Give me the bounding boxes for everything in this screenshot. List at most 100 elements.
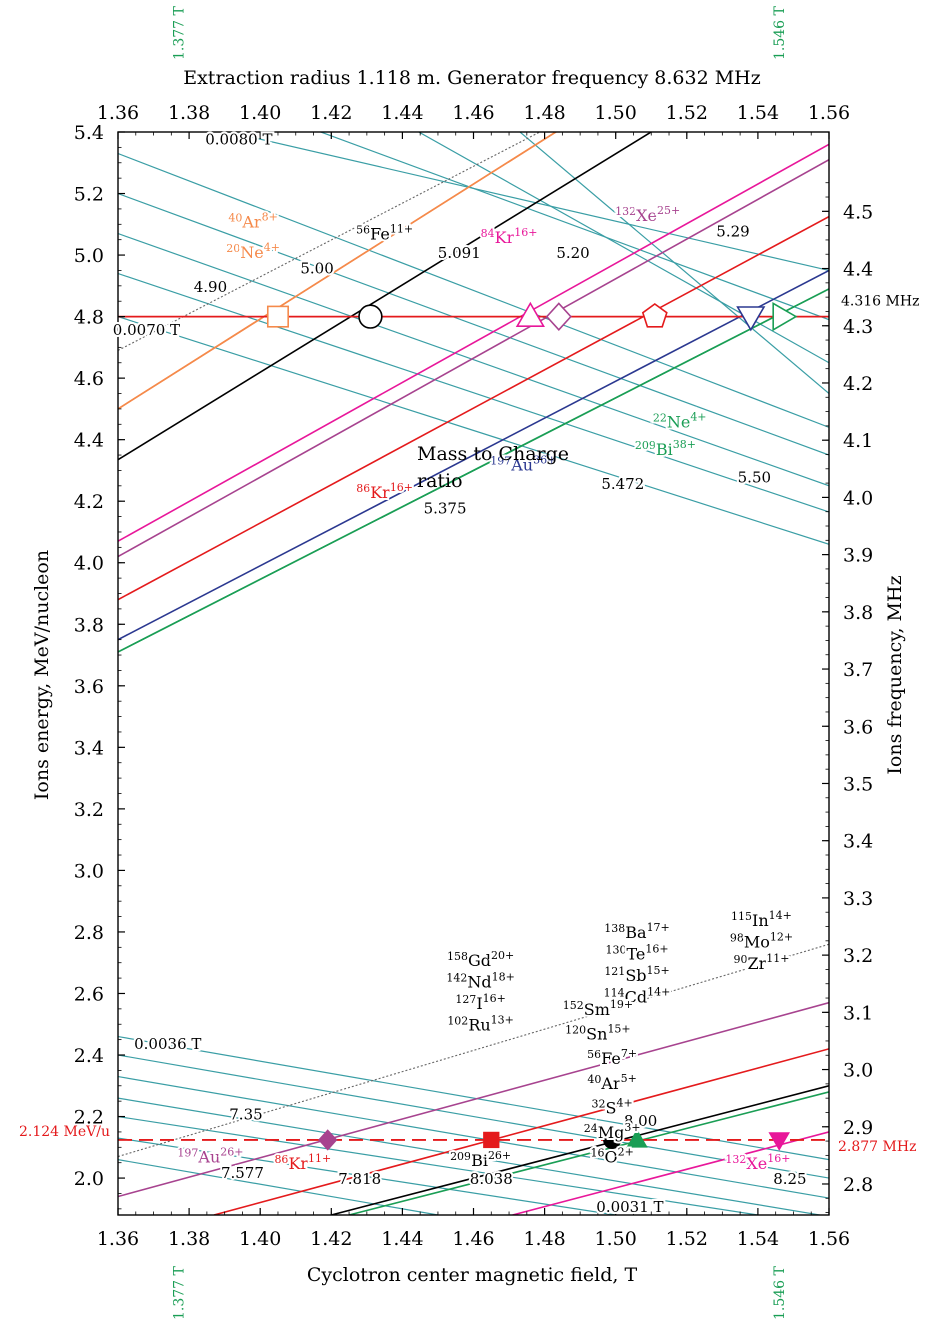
y-tick-label: 3.8 <box>74 614 104 636</box>
marker-triangle-down <box>768 1132 790 1151</box>
ion-label: 40Ar5+ <box>587 1072 636 1093</box>
x-tick-label: 1.48 <box>523 1228 565 1250</box>
marker-diamond <box>318 1129 338 1151</box>
x-tick-label: 1.46 <box>452 1228 494 1250</box>
vertical-marker-label-bottom: 1.546 T <box>772 1265 788 1320</box>
annotation-label: 5.472 <box>601 475 644 493</box>
x-top-tick-label: 1.50 <box>595 102 637 124</box>
ion-label: 209Bi38+ <box>635 438 696 459</box>
marker-pentagon <box>641 303 668 328</box>
marker-triangle-up <box>515 301 545 328</box>
ion-label: 20Ne4+ <box>226 241 280 262</box>
y2-tick-label: 3.3 <box>843 888 873 910</box>
x-tick-label: 1.42 <box>310 1228 352 1250</box>
y-tick-label: 4.4 <box>74 430 104 452</box>
y-tick-label: 3.2 <box>74 799 104 821</box>
annotation-label: 7.35 <box>229 1106 262 1124</box>
y2-tick-label: 3.1 <box>843 1002 873 1024</box>
marker-triangle-down <box>736 306 766 332</box>
ion-label: 132Xe25+ <box>615 204 680 225</box>
annotation-label: 5.00 <box>300 260 333 278</box>
series-line <box>118 1001 829 1198</box>
series-line <box>512 1131 829 1215</box>
annotation-label: 0.0031 T <box>596 1198 663 1216</box>
x-top-tick-label: 1.56 <box>808 102 850 124</box>
y2-tick-label: 3.5 <box>843 773 873 795</box>
marker-circle <box>603 1130 622 1149</box>
y2-tick-label: 4.0 <box>843 487 873 509</box>
ion-label: 114Cd14+ <box>604 986 671 1007</box>
x-tick-label: 1.52 <box>666 1228 708 1250</box>
y-tick-label: 5.0 <box>74 245 104 267</box>
x-top-tick-label: 1.52 <box>666 102 708 124</box>
ion-label: 24Mg3+ <box>584 1121 641 1142</box>
y-tick-label: 2.4 <box>74 1045 104 1067</box>
chart-title: Extraction radius 1.118 m. Generator fre… <box>183 67 761 89</box>
upper-iso-line <box>519 132 829 394</box>
series-line <box>118 132 653 461</box>
annotation-label: 7.818 <box>338 1170 381 1188</box>
y-tick-label: 5.2 <box>74 184 104 206</box>
x-top-tick-label: 1.44 <box>381 102 423 124</box>
ion-label: 86Kr16+ <box>356 481 413 502</box>
ion-label: 209Bi26+ <box>450 1149 511 1170</box>
annotation-label: 5.091 <box>438 244 481 262</box>
ion-label: 197Au36+ <box>490 453 556 474</box>
upper-iso-line <box>118 272 829 513</box>
series-line <box>118 269 829 641</box>
ion-label: 22Ne4+ <box>653 410 707 431</box>
ion-label: 84Kr16+ <box>481 226 538 247</box>
ion-label: 130Te16+ <box>605 943 668 964</box>
y2-tick-label: 4.1 <box>843 430 873 452</box>
y-tick-label: 2.2 <box>74 1107 104 1129</box>
series-line <box>118 132 558 410</box>
x-top-tick-label: 1.46 <box>452 102 494 124</box>
annotation-label: 0.0070 T <box>113 321 180 339</box>
upper-iso-line <box>118 232 829 487</box>
marker-square <box>266 305 289 328</box>
series-line <box>118 158 829 558</box>
y2-tick-label: 3.0 <box>843 1060 873 1082</box>
vertical-marker-label-bottom: 1.377 T <box>171 1265 187 1320</box>
annotation-label: 0.0036 T <box>134 1035 201 1053</box>
y2-tick-label: 3.7 <box>843 659 873 681</box>
y-tick-label: 4.6 <box>74 368 104 390</box>
ion-label: 158Gd20+ <box>447 949 514 970</box>
series-line <box>118 143 829 542</box>
marker-square <box>483 1131 500 1149</box>
field-guide-line <box>118 132 541 351</box>
y2-tick-label: 4.4 <box>843 259 873 281</box>
lower-iso-line <box>118 1054 829 1179</box>
marker-triangle-right <box>772 302 798 332</box>
x-tick-label: 1.44 <box>381 1228 423 1250</box>
reference-line-label-left: 2.124 MeV/u <box>19 1124 110 1140</box>
ion-label: 40Ar8+ <box>228 210 277 231</box>
annotation-label: 5.29 <box>716 223 749 241</box>
upper-iso-line <box>118 192 829 456</box>
lower-iso-line <box>118 1035 829 1161</box>
ion-label: 197Au26+ <box>177 1146 243 1167</box>
y-tick-label: 4.2 <box>74 491 104 513</box>
ion-label: 102Ru13+ <box>447 1013 514 1034</box>
ion-label: 132Xe16+ <box>725 1152 790 1173</box>
lower-iso-line <box>118 1097 824 1215</box>
upper-iso-line <box>226 132 829 272</box>
y-axis-label: Ions energy, MeV/nucleon <box>31 550 53 800</box>
annotation-label: 0.0080 T <box>205 130 272 148</box>
upper-iso-line <box>118 316 829 545</box>
x-axis-label: Cyclotron center magnetic field, T <box>307 1264 638 1286</box>
ion-label: 121Sb15+ <box>604 964 669 985</box>
x-top-tick-label: 1.48 <box>523 102 565 124</box>
y-tick-label: 3.4 <box>74 737 104 759</box>
x-tick-label: 1.56 <box>808 1228 850 1250</box>
y2-tick-label: 3.6 <box>843 716 873 738</box>
y2-tick-label: 3.8 <box>843 602 873 624</box>
ion-label: 16O2+ <box>590 1146 633 1167</box>
y2-tick-label: 2.8 <box>843 1174 873 1196</box>
mass-to-charge-note: Mass to Charge <box>417 443 569 465</box>
annotation-label: 5.20 <box>556 244 589 262</box>
annotation-label: 5.375 <box>424 500 467 518</box>
annotation-label: 5.50 <box>738 469 771 487</box>
y2-tick-label: 3.4 <box>843 831 873 853</box>
y-tick-label: 2.8 <box>74 922 104 944</box>
